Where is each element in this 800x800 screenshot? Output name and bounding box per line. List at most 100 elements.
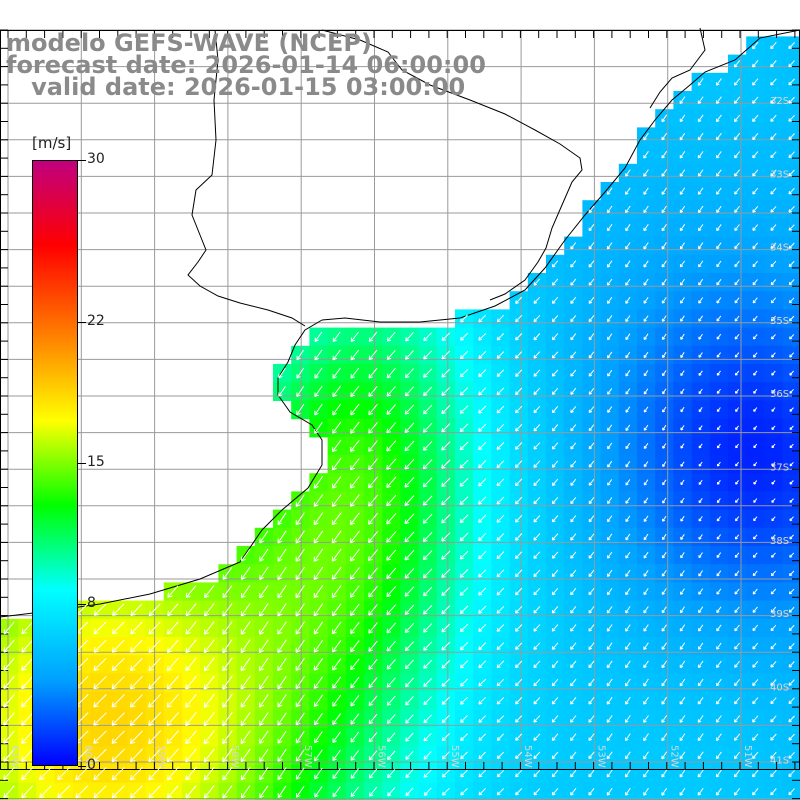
wind-arrow bbox=[734, 315, 740, 322]
wind-arrow bbox=[788, 679, 795, 686]
wind-arrow bbox=[752, 297, 758, 304]
wind-arrow bbox=[679, 696, 686, 705]
wind-arrow bbox=[314, 367, 323, 379]
wind-arrow bbox=[662, 443, 667, 449]
wind-arrow bbox=[625, 787, 631, 796]
wind-arrow bbox=[166, 785, 179, 799]
wind-arrow bbox=[404, 477, 415, 488]
wind-arrow bbox=[405, 714, 414, 724]
wind-arrow bbox=[515, 697, 523, 705]
wind-arrow bbox=[643, 370, 649, 377]
wind-arrow bbox=[716, 315, 722, 322]
wind-arrow bbox=[75, 785, 89, 799]
wind-arrow bbox=[716, 498, 721, 504]
wind-arrow bbox=[350, 621, 360, 634]
wind-arrow bbox=[661, 169, 668, 177]
wind-arrow bbox=[423, 659, 433, 669]
wind-arrow bbox=[111, 639, 125, 653]
wind-arrow bbox=[570, 406, 577, 414]
wind-arrow bbox=[332, 786, 341, 798]
wind-arrow bbox=[496, 442, 505, 450]
wind-arrow bbox=[661, 570, 667, 577]
wind-arrow bbox=[496, 697, 505, 705]
wind-arrow bbox=[734, 624, 740, 632]
wind-arrow bbox=[313, 476, 324, 489]
wind-arrow bbox=[734, 333, 740, 340]
wind-arrow bbox=[185, 675, 197, 690]
wind-arrow bbox=[185, 639, 197, 653]
wind-arrow bbox=[515, 333, 523, 341]
wind-arrow bbox=[166, 730, 179, 745]
wind-arrow bbox=[386, 622, 396, 634]
wind-arrow bbox=[166, 657, 179, 672]
wind-arrow bbox=[643, 333, 649, 341]
wind-arrow bbox=[515, 751, 523, 759]
wind-arrow bbox=[788, 42, 795, 50]
wind-arrow bbox=[533, 351, 541, 359]
wind-arrow bbox=[533, 496, 541, 505]
wind-arrow bbox=[148, 730, 162, 745]
wind-arrow bbox=[423, 769, 432, 778]
wind-arrow bbox=[570, 351, 577, 359]
wind-arrow bbox=[643, 497, 649, 504]
wind-arrow bbox=[515, 405, 523, 414]
wind-arrow bbox=[606, 660, 613, 669]
wind-arrow bbox=[423, 714, 432, 724]
wind-arrow bbox=[770, 715, 777, 723]
wind-arrow bbox=[93, 785, 107, 799]
wind-arrow bbox=[350, 585, 360, 598]
wind-arrow bbox=[789, 498, 794, 503]
wind-arrow bbox=[350, 367, 360, 379]
wind-arrow bbox=[661, 333, 667, 340]
wind-arrow bbox=[533, 551, 541, 559]
wind-arrow bbox=[350, 458, 360, 471]
wind-arrow bbox=[661, 242, 667, 250]
wind-arrow bbox=[643, 660, 649, 669]
wind-arrow bbox=[314, 349, 323, 361]
wind-arrow bbox=[753, 461, 758, 467]
wind-arrow bbox=[441, 332, 451, 341]
wind-arrow bbox=[551, 697, 559, 705]
wind-arrow bbox=[93, 748, 107, 762]
wind-arrow bbox=[478, 460, 487, 469]
wind-arrow bbox=[130, 621, 143, 635]
wind-arrow bbox=[716, 242, 722, 250]
wind-arrow bbox=[259, 548, 269, 562]
wind-arrow bbox=[313, 548, 324, 562]
wind-arrow bbox=[643, 515, 649, 522]
wind-arrow bbox=[422, 422, 433, 433]
wind-arrow bbox=[771, 388, 776, 394]
wind-arrow bbox=[185, 657, 197, 672]
wind-arrow bbox=[533, 442, 541, 450]
wind-arrow bbox=[386, 567, 397, 579]
wind-arrow bbox=[788, 96, 795, 104]
wind-arrow bbox=[588, 205, 595, 213]
wind-arrow bbox=[331, 476, 342, 489]
wind-arrow bbox=[698, 242, 704, 250]
wind-arrow bbox=[349, 530, 360, 544]
wind-arrow bbox=[789, 552, 795, 558]
wind-arrow bbox=[662, 406, 667, 413]
wind-arrow bbox=[752, 132, 759, 141]
wind-arrow bbox=[788, 224, 795, 231]
wind-arrow bbox=[533, 751, 541, 760]
valid-date-text: valid date: 2026-01-15 03:00:00 bbox=[31, 73, 466, 101]
wind-arrow bbox=[625, 515, 631, 523]
wind-arrow bbox=[625, 205, 631, 214]
wind-arrow bbox=[625, 715, 631, 723]
wind-arrow bbox=[588, 587, 595, 596]
wind-arrow bbox=[422, 441, 433, 451]
wind-arrow bbox=[643, 205, 649, 214]
wind-arrow bbox=[3, 657, 15, 671]
wind-arrow bbox=[551, 260, 559, 268]
wind-arrow bbox=[533, 788, 541, 796]
wind-arrow bbox=[478, 569, 487, 578]
wind-arrow bbox=[698, 297, 704, 304]
wind-arrow bbox=[459, 642, 469, 651]
wind-arrow bbox=[277, 675, 287, 690]
wind-arrow bbox=[570, 624, 577, 632]
wind-arrow bbox=[570, 497, 577, 505]
wind-arrow bbox=[770, 606, 777, 613]
wind-arrow bbox=[607, 424, 613, 432]
wind-arrow bbox=[368, 603, 378, 616]
